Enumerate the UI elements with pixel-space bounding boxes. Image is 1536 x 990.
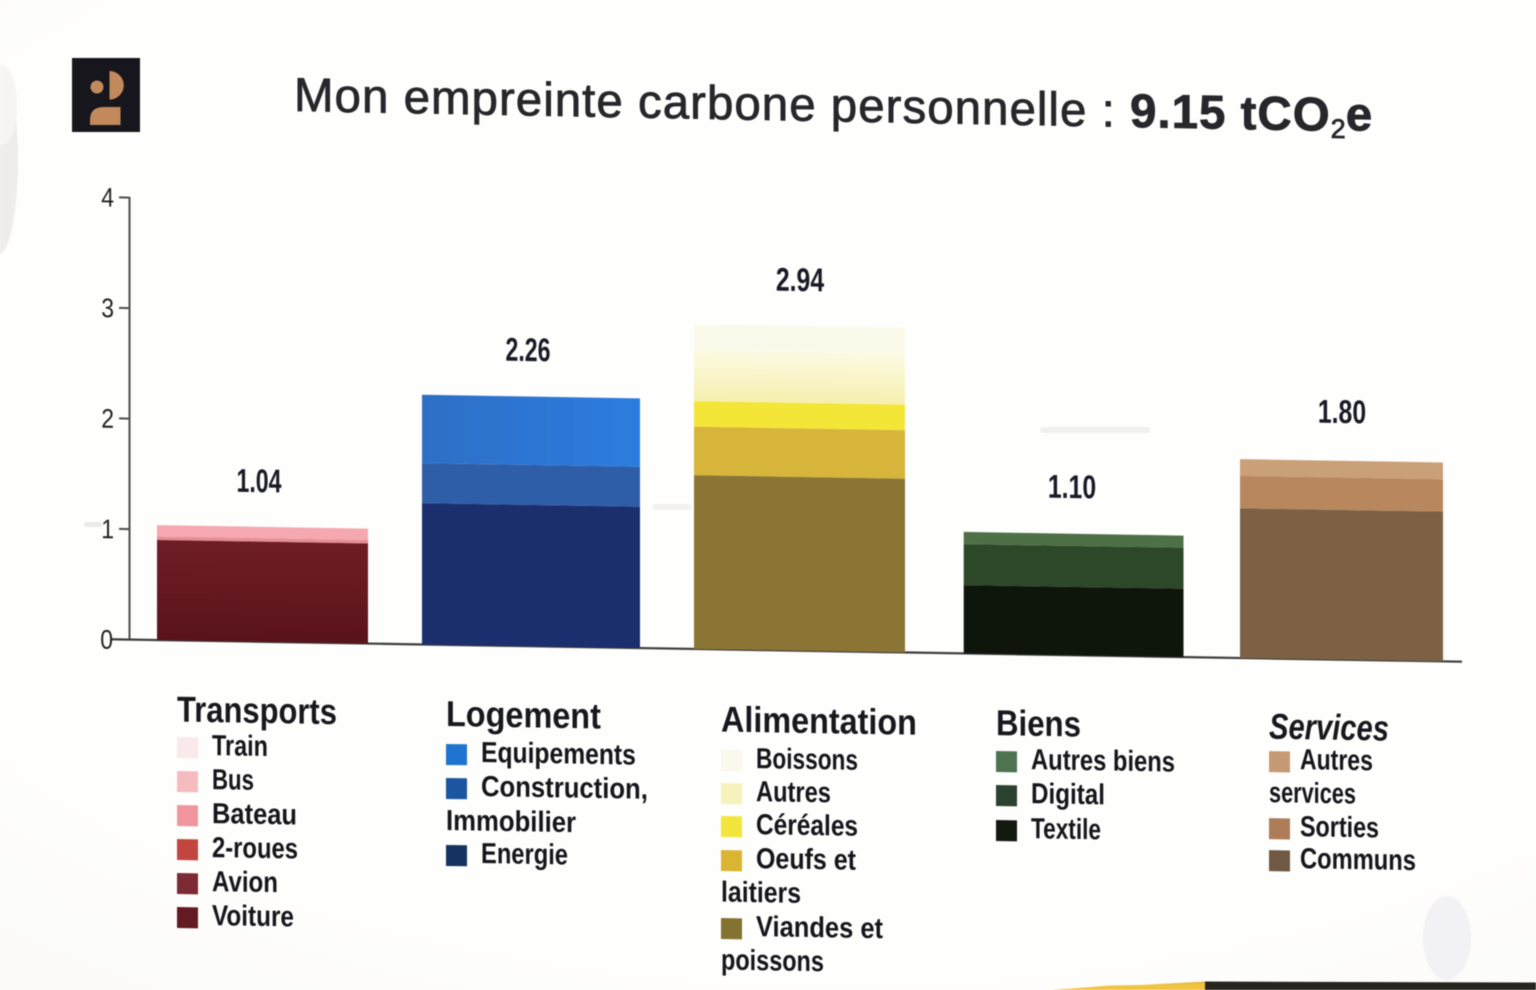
svg-text:Communs: Communs	[1300, 842, 1416, 877]
svg-text:Bateau: Bateau	[212, 797, 297, 831]
svg-text:2-roues: 2-roues	[212, 831, 298, 865]
svg-text:Textile: Textile	[1031, 811, 1101, 846]
svg-text:Voiture: Voiture	[212, 899, 294, 933]
svg-text:2.94: 2.94	[776, 262, 825, 299]
svg-text:2: 2	[101, 404, 114, 434]
svg-text:1.04: 1.04	[237, 463, 282, 501]
svg-text:Train: Train	[212, 729, 268, 763]
svg-text:poissons: poissons	[721, 943, 824, 978]
svg-text:Avion: Avion	[212, 865, 278, 899]
svg-text:2.26: 2.26	[506, 332, 551, 370]
svg-text:Mon empreinte carbone personne: Mon empreinte carbone personnelle : 9.15…	[294, 68, 1373, 145]
svg-text:Céréales: Céréales	[756, 808, 858, 842]
svg-text:1.80: 1.80	[1318, 394, 1366, 431]
svg-text:1: 1	[101, 514, 114, 544]
svg-text:Sorties: Sorties	[1300, 810, 1379, 844]
svg-text:4: 4	[101, 183, 114, 213]
svg-text:1.10: 1.10	[1048, 469, 1096, 506]
svg-text:services: services	[1269, 777, 1356, 810]
svg-text:Autres biens: Autres biens	[1031, 743, 1175, 778]
svg-text:Services: Services	[1269, 706, 1389, 749]
svg-text:Immobilier: Immobilier	[446, 804, 576, 839]
svg-text:Transports: Transports	[177, 690, 337, 732]
svg-text:Alimentation: Alimentation	[721, 700, 917, 743]
svg-text:Oeufs et: Oeufs et	[756, 841, 856, 876]
svg-text:Energie: Energie	[481, 837, 568, 871]
svg-text:Autres: Autres	[1300, 743, 1373, 777]
svg-text:3: 3	[101, 293, 114, 323]
svg-text:laitiers: laitiers	[721, 876, 801, 910]
svg-text:Biens: Biens	[996, 704, 1081, 745]
svg-text:Construction,: Construction,	[481, 770, 648, 806]
svg-text:0: 0	[100, 625, 113, 655]
svg-text:Equipements: Equipements	[481, 736, 636, 771]
svg-text:Autres: Autres	[756, 775, 831, 809]
svg-text:Boissons: Boissons	[756, 741, 858, 776]
svg-text:Viandes et: Viandes et	[756, 910, 883, 945]
svg-text:Logement: Logement	[446, 694, 601, 736]
svg-text:Digital: Digital	[1031, 777, 1105, 811]
svg-text:Bus: Bus	[212, 764, 254, 796]
